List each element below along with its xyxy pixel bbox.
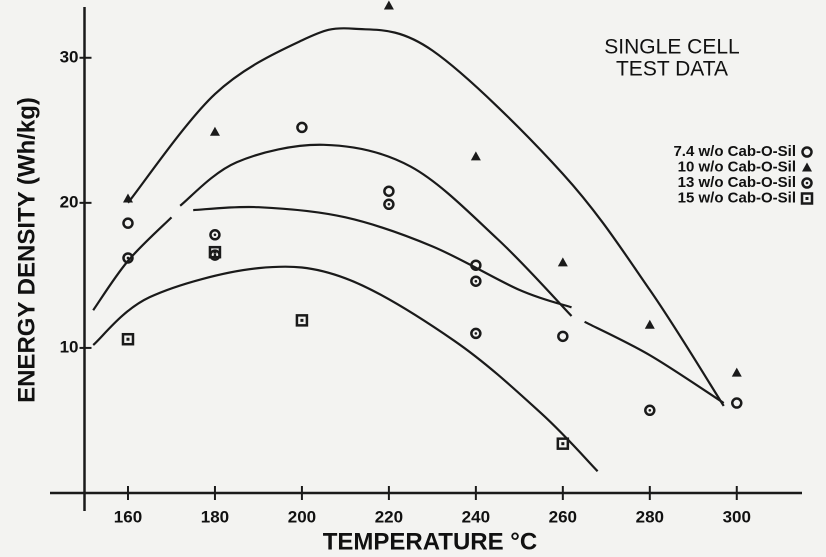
point-shape bbox=[213, 250, 217, 254]
point-shape bbox=[470, 151, 481, 161]
point bbox=[122, 193, 133, 203]
point-shape bbox=[126, 256, 130, 260]
point bbox=[802, 162, 812, 172]
point-shape bbox=[387, 203, 391, 206]
point-shape bbox=[209, 229, 221, 241]
legend-label: 10 w/o Cab-O-Sil bbox=[678, 158, 796, 175]
point-shape bbox=[802, 162, 812, 172]
trend-curve bbox=[193, 205, 572, 309]
point bbox=[801, 177, 813, 189]
point bbox=[208, 245, 222, 259]
y-axis-title: ENERGY DENSITY (Wh/kg) bbox=[13, 97, 40, 403]
point-shape bbox=[556, 437, 570, 450]
point-shape bbox=[126, 337, 130, 341]
point-shape bbox=[731, 397, 743, 409]
x-axis-title: TEMPERATURE °C bbox=[323, 528, 538, 555]
point-shape bbox=[474, 332, 478, 335]
x-tick-label: 300 bbox=[723, 507, 751, 526]
x-tick-label: 200 bbox=[288, 507, 316, 526]
point-shape bbox=[209, 126, 220, 136]
point bbox=[209, 229, 221, 241]
point bbox=[296, 121, 308, 134]
legend-label: 13 w/o Cab-O-Sil bbox=[678, 174, 796, 191]
point bbox=[800, 192, 814, 205]
point-shape bbox=[801, 177, 813, 189]
legend-label: 15 w/o Cab-O-Sil bbox=[678, 189, 796, 206]
y-tick-label: 20 bbox=[60, 192, 79, 211]
x-tick-label: 160 bbox=[114, 507, 142, 526]
x-tick-label: 260 bbox=[549, 507, 577, 526]
point-shape bbox=[300, 318, 304, 322]
point-shape bbox=[648, 409, 652, 412]
point-shape bbox=[296, 121, 308, 134]
point-shape bbox=[800, 192, 814, 205]
point-shape bbox=[213, 253, 217, 257]
point-shape bbox=[122, 252, 134, 264]
point-shape bbox=[801, 146, 813, 158]
point-shape bbox=[122, 217, 134, 229]
point-shape bbox=[383, 185, 395, 197]
point-shape bbox=[122, 193, 133, 203]
point-shape bbox=[557, 330, 569, 343]
trend-curve bbox=[92, 265, 599, 473]
legend-label: 7.4 w/o Cab-O-Sil bbox=[673, 143, 796, 160]
point bbox=[557, 330, 569, 343]
point bbox=[557, 257, 568, 267]
point-shape bbox=[208, 245, 222, 259]
point-shape bbox=[213, 233, 217, 237]
annotation: SINGLE CELL bbox=[604, 36, 739, 59]
point-shape bbox=[557, 257, 568, 267]
x-tick-label: 240 bbox=[462, 507, 490, 526]
point-shape bbox=[295, 314, 309, 327]
point-shape bbox=[121, 332, 135, 346]
point-shape bbox=[383, 0, 394, 10]
point bbox=[644, 319, 655, 329]
point bbox=[731, 397, 743, 409]
point-shape bbox=[470, 259, 482, 271]
point-shape bbox=[383, 198, 395, 211]
point-shape bbox=[731, 367, 742, 377]
point-shape bbox=[644, 404, 656, 417]
point bbox=[209, 126, 220, 136]
x-tick-label: 220 bbox=[375, 507, 403, 526]
point bbox=[383, 0, 394, 10]
trend-curve bbox=[92, 216, 173, 311]
point bbox=[470, 275, 482, 287]
point bbox=[801, 146, 813, 158]
point bbox=[121, 332, 135, 346]
point-shape bbox=[470, 327, 482, 340]
x-tick-label: 180 bbox=[201, 507, 229, 526]
point bbox=[470, 259, 482, 271]
point bbox=[383, 198, 395, 211]
point-shape bbox=[805, 181, 809, 185]
point bbox=[731, 367, 742, 377]
point bbox=[644, 404, 656, 417]
point bbox=[122, 217, 134, 229]
annotation: TEST DATA bbox=[616, 58, 728, 81]
point-shape bbox=[561, 442, 565, 446]
point bbox=[383, 185, 395, 197]
point bbox=[556, 437, 570, 450]
point-shape bbox=[805, 197, 809, 200]
point-shape bbox=[474, 279, 478, 283]
point-shape bbox=[470, 275, 482, 287]
point-shape bbox=[644, 319, 655, 329]
y-tick-label: 10 bbox=[60, 337, 79, 356]
trend-curve bbox=[584, 320, 725, 404]
point bbox=[295, 314, 309, 327]
trend-curve bbox=[179, 143, 573, 317]
trend-curve bbox=[127, 27, 725, 407]
y-tick-label: 30 bbox=[60, 47, 79, 66]
point bbox=[122, 252, 134, 264]
point bbox=[470, 327, 482, 340]
x-tick-label: 280 bbox=[636, 507, 664, 526]
point bbox=[470, 151, 481, 161]
